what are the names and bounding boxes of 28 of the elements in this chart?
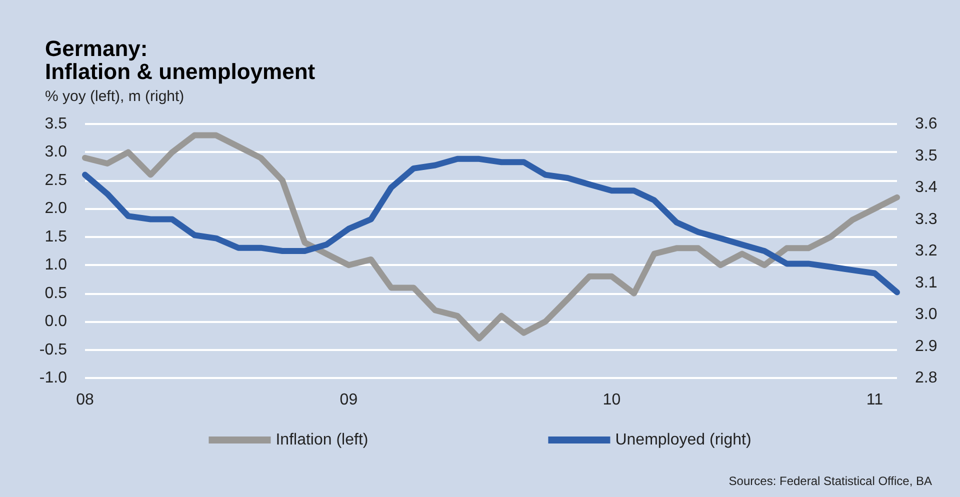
y-tick-label: 3.5 — [44, 116, 68, 132]
chart-title: Germany: Inflation & unemployment — [45, 36, 316, 84]
source-note: Sources: Federal Statistical Office, BA — [728, 474, 932, 488]
y-tick-label: 1.0 — [44, 256, 68, 274]
x-tick-label: 11 — [866, 392, 884, 408]
y-tick-label: 3.0 — [44, 144, 68, 161]
y2-tick-label: 3.5 — [915, 147, 938, 164]
y-tick-label: 2.5 — [44, 172, 68, 189]
y-tick-label: 0.0 — [44, 313, 68, 330]
y2-tick-label: 2.8 — [915, 370, 938, 386]
y2-tick-label: 3.0 — [915, 306, 938, 323]
y2-tick-label: 2.9 — [915, 338, 938, 355]
y-tick-label: 0.5 — [44, 284, 68, 302]
y-tick-label: -0.5 — [39, 341, 68, 358]
x-tick-label: 09 — [340, 392, 358, 408]
y-tick-label: -1.0 — [39, 370, 68, 386]
y-tick-label: 2.0 — [44, 200, 68, 218]
y-tick-label: 1.5 — [44, 228, 68, 246]
legend-label: Inflation (left) — [276, 432, 368, 448]
y2-tick-label: 3.3 — [915, 210, 938, 228]
y2-tick-label: 3.1 — [915, 274, 938, 292]
y2-tick-label: 3.2 — [915, 242, 938, 260]
x-tick-label: 08 — [76, 392, 94, 408]
chart-subtitle: % yoy (left), m (right) — [45, 88, 184, 105]
x-tick-label: 10 — [602, 392, 621, 408]
y2-tick-label: 3.6 — [915, 116, 938, 132]
legend-label: Unemployed (right) — [615, 432, 752, 448]
y2-tick-label: 3.4 — [915, 179, 938, 196]
